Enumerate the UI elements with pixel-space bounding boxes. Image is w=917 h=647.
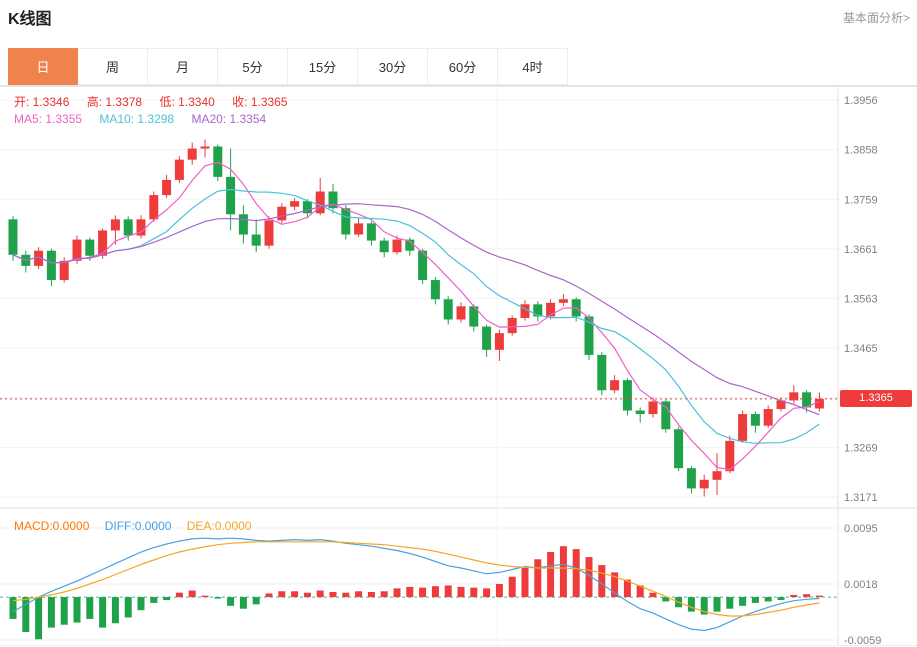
macd-legend: MACD:0.0000 DIFF:0.0000 DEA:0.0000 [14,519,263,533]
ma5-value: MA5: 1.3355 [14,112,83,126]
svg-text:1.3563: 1.3563 [844,294,878,306]
tab-60min[interactable]: 60分 [428,48,498,85]
open-value: 开: 1.3346 [14,95,70,109]
dea-value: DEA:0.0000 [186,519,252,533]
svg-text:1.3661: 1.3661 [844,244,878,256]
ohlc-legend: 开: 1.3346 高: 1.3378 低: 1.3340 收: 1.3365 [14,93,302,110]
svg-text:1.3956: 1.3956 [844,95,878,107]
svg-text:1.3759: 1.3759 [844,194,878,206]
svg-text:0.0095: 0.0095 [844,523,878,535]
ma-legend: MA5: 1.3355 MA10: 1.3298 MA20: 1.3354 [14,112,280,126]
tab-week[interactable]: 周 [78,48,148,85]
svg-text:0.0018: 0.0018 [844,579,878,591]
svg-text:1.3465: 1.3465 [844,343,878,355]
page-title: K线图 [8,11,52,28]
tab-30min[interactable]: 30分 [358,48,428,85]
kline-chart-canvas[interactable]: 1.3956 1.3858 1.3759 1.3661 1.3563 1.3465 1.33… [0,86,917,647]
svg-text:-0.0059: -0.0059 [844,635,881,647]
svg-text:1.3269: 1.3269 [844,442,878,454]
current-price-badge: 1.3365 [840,390,912,407]
tab-4hour[interactable]: 4时 [498,48,568,85]
high-value: 高: 1.3378 [86,95,143,109]
close-value: 收: 1.3365 [232,95,288,109]
timeframe-tabs: 日 周 月 5分 15分 30分 60分 4时 [0,48,917,86]
tab-5min[interactable]: 5分 [218,48,288,85]
low-value: 低: 1.3340 [159,95,215,109]
tab-month[interactable]: 月 [148,48,218,85]
macd-value: MACD:0.0000 [14,519,90,533]
fundamental-analysis-link[interactable]: 基本面分析> [842,11,910,25]
svg-text:1.3858: 1.3858 [844,145,878,157]
diff-value: DIFF:0.0000 [104,519,172,533]
tab-day[interactable]: 日 [8,48,78,85]
tab-15min[interactable]: 15分 [288,48,358,85]
ma10-value: MA10: 1.3298 [99,112,175,126]
ma20-value: MA20: 1.3354 [191,112,267,126]
svg-text:1.3171: 1.3171 [844,492,878,504]
